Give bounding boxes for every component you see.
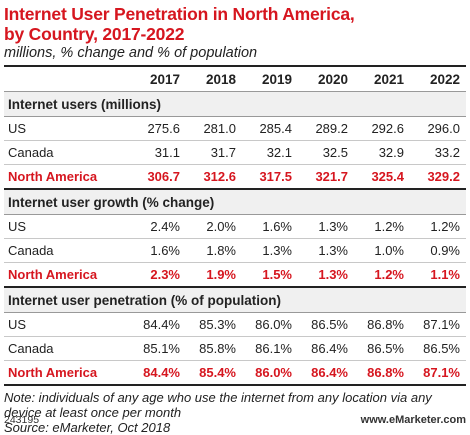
row-label: Canada bbox=[4, 140, 130, 165]
value-cell: 1.8% bbox=[186, 238, 242, 263]
value-cell: 2.0% bbox=[186, 214, 242, 239]
row-label: US bbox=[4, 214, 130, 239]
value-cell: 85.4% bbox=[186, 360, 242, 386]
title-line-2: by Country, 2017-2022 bbox=[4, 24, 185, 44]
total-row: North America 84.4% 85.4% 86.0% 86.4% 86.8% 87… bbox=[4, 360, 466, 386]
value-cell: 1.3% bbox=[242, 238, 298, 263]
row-label: North America bbox=[4, 164, 130, 190]
table-row: Canada 31.1 31.7 32.1 32.5 32.9 33.2 bbox=[4, 140, 466, 165]
value-cell: 86.5% bbox=[410, 336, 466, 361]
value-cell: 84.4% bbox=[130, 360, 186, 386]
row-label: North America bbox=[4, 262, 130, 288]
value-cell: 1.1% bbox=[410, 262, 466, 288]
data-table: 2017 2018 2019 2020 2021 2022 Internet u… bbox=[4, 65, 466, 386]
year-header: 2017 bbox=[130, 65, 186, 92]
row-label: US bbox=[4, 116, 130, 141]
section-header-row: Internet users (millions) bbox=[4, 91, 466, 117]
row-label: Canada bbox=[4, 336, 130, 361]
value-cell: 2.3% bbox=[130, 262, 186, 288]
brand-link[interactable]: www.eMarketer.com bbox=[360, 414, 466, 426]
table-row: Canada 85.1% 85.8% 86.1% 86.4% 86.5% 86.5% bbox=[4, 336, 466, 361]
value-cell: 329.2 bbox=[410, 164, 466, 190]
value-cell: 32.9 bbox=[354, 140, 410, 165]
value-cell: 85.3% bbox=[186, 312, 242, 337]
total-row: North America 2.3% 1.9% 1.5% 1.3% 1.2% 1.1% bbox=[4, 262, 466, 288]
year-header: 2020 bbox=[298, 65, 354, 92]
table-row: US 275.6 281.0 285.4 289.2 292.6 296.0 bbox=[4, 116, 466, 141]
value-cell: 281.0 bbox=[186, 116, 242, 141]
value-cell: 285.4 bbox=[242, 116, 298, 141]
value-cell: 86.5% bbox=[298, 312, 354, 337]
value-cell: 292.6 bbox=[354, 116, 410, 141]
value-cell: 289.2 bbox=[298, 116, 354, 141]
value-cell: 1.3% bbox=[298, 262, 354, 288]
value-cell: 87.1% bbox=[410, 312, 466, 337]
value-cell: 87.1% bbox=[410, 360, 466, 386]
row-label: US bbox=[4, 312, 130, 337]
value-cell: 306.7 bbox=[130, 164, 186, 190]
value-cell: 86.8% bbox=[354, 312, 410, 337]
value-cell: 1.5% bbox=[242, 262, 298, 288]
value-cell: 1.3% bbox=[298, 214, 354, 239]
year-header: 2021 bbox=[354, 65, 410, 92]
total-row: North America 306.7 312.6 317.5 321.7 325.4 32… bbox=[4, 164, 466, 190]
value-cell: 85.8% bbox=[186, 336, 242, 361]
value-cell: 33.2 bbox=[410, 140, 466, 165]
table-row: US 2.4% 2.0% 1.6% 1.3% 1.2% 1.2% bbox=[4, 214, 466, 239]
chart-title: Internet User Penetration in North Ameri… bbox=[4, 0, 466, 44]
row-label: Canada bbox=[4, 238, 130, 263]
chart-subtitle: millions, % change and % of population bbox=[4, 45, 258, 61]
value-cell: 1.2% bbox=[410, 214, 466, 239]
section-title: Internet user growth (% change) bbox=[4, 189, 466, 215]
value-cell: 86.4% bbox=[298, 336, 354, 361]
year-header: 2022 bbox=[410, 65, 466, 92]
value-cell: 84.4% bbox=[130, 312, 186, 337]
figure-id: 243195 bbox=[4, 414, 40, 426]
header-row: 2017 2018 2019 2020 2021 2022 bbox=[4, 65, 466, 92]
value-cell: 296.0 bbox=[410, 116, 466, 141]
header-corner bbox=[4, 65, 130, 92]
value-cell: 325.4 bbox=[354, 164, 410, 190]
value-cell: 1.6% bbox=[242, 214, 298, 239]
value-cell: 317.5 bbox=[242, 164, 298, 190]
value-cell: 312.6 bbox=[186, 164, 242, 190]
table-body: Internet users (millions) US 275.6 281.0 285… bbox=[4, 91, 466, 386]
title-line-1: Internet User Penetration in North Ameri… bbox=[4, 4, 355, 24]
table-row: Canada 1.6% 1.8% 1.3% 1.3% 1.0% 0.9% bbox=[4, 238, 466, 263]
section-header-row: Internet user penetration (% of populati… bbox=[4, 287, 466, 313]
value-cell: 85.1% bbox=[130, 336, 186, 361]
value-cell: 86.1% bbox=[242, 336, 298, 361]
value-cell: 1.0% bbox=[354, 238, 410, 263]
value-cell: 31.1 bbox=[130, 140, 186, 165]
value-cell: 1.3% bbox=[298, 238, 354, 263]
value-cell: 1.2% bbox=[354, 262, 410, 288]
note-line-2: device at least once per month bbox=[4, 405, 182, 420]
value-cell: 2.4% bbox=[130, 214, 186, 239]
value-cell: 275.6 bbox=[130, 116, 186, 141]
year-header: 2019 bbox=[242, 65, 298, 92]
row-label: North America bbox=[4, 360, 130, 386]
value-cell: 32.5 bbox=[298, 140, 354, 165]
value-cell: 86.0% bbox=[242, 360, 298, 386]
value-cell: 321.7 bbox=[298, 164, 354, 190]
value-cell: 86.5% bbox=[354, 336, 410, 361]
value-cell: 86.8% bbox=[354, 360, 410, 386]
footer: 243195 www.eMarketer.com bbox=[4, 410, 466, 426]
section-title: Internet users (millions) bbox=[4, 91, 466, 117]
value-cell: 1.6% bbox=[130, 238, 186, 263]
year-header: 2018 bbox=[186, 65, 242, 92]
value-cell: 1.2% bbox=[354, 214, 410, 239]
section-header-row: Internet user growth (% change) bbox=[4, 189, 466, 215]
value-cell: 1.9% bbox=[186, 262, 242, 288]
value-cell: 32.1 bbox=[242, 140, 298, 165]
value-cell: 86.0% bbox=[242, 312, 298, 337]
value-cell: 0.9% bbox=[410, 238, 466, 263]
value-cell: 31.7 bbox=[186, 140, 242, 165]
table-row: US 84.4% 85.3% 86.0% 86.5% 86.8% 87.1% bbox=[4, 312, 466, 337]
section-title: Internet user penetration (% of populati… bbox=[4, 287, 466, 313]
value-cell: 86.4% bbox=[298, 360, 354, 386]
note-line-1: Note: individuals of any age who use the… bbox=[4, 390, 432, 405]
